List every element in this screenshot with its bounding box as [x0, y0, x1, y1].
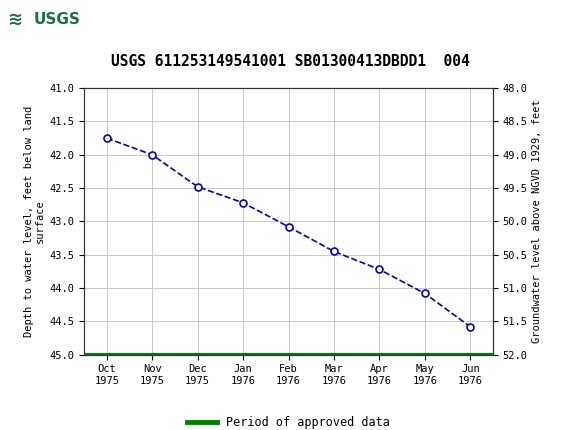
Y-axis label: Depth to water level, feet below land
surface: Depth to water level, feet below land su… [24, 106, 45, 337]
Y-axis label: Groundwater level above NGVD 1929, feet: Groundwater level above NGVD 1929, feet [532, 100, 542, 343]
Text: USGS: USGS [34, 12, 81, 27]
Text: ≋: ≋ [8, 11, 23, 29]
Text: USGS 611253149541001 SB01300413DBDD1  004: USGS 611253149541001 SB01300413DBDD1 004 [111, 54, 469, 69]
FancyBboxPatch shape [5, 4, 106, 36]
Legend: Period of approved data: Period of approved data [183, 412, 394, 430]
